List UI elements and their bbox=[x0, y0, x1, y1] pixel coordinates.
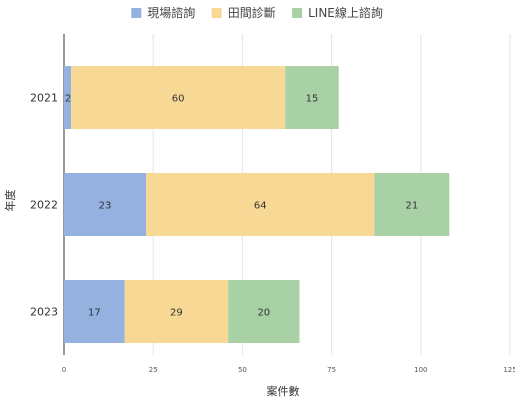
bar-2023-series-1 bbox=[124, 280, 229, 343]
x-tick-label: 25 bbox=[149, 366, 158, 374]
y-category-label: 2021 bbox=[30, 92, 58, 105]
legend-label: 田間診斷 bbox=[228, 5, 276, 20]
legend-swatch bbox=[211, 8, 222, 18]
legend-swatch bbox=[131, 8, 142, 18]
x-tick-label: 100 bbox=[414, 366, 427, 374]
y-category-label: 2022 bbox=[30, 199, 58, 212]
data-label: 2 bbox=[65, 94, 71, 105]
data-label: 29 bbox=[170, 308, 183, 319]
x-tick-labels: 0 25 50 75 100 125 bbox=[62, 366, 515, 374]
x-axis-title: 案件數 bbox=[267, 384, 300, 398]
bar-2021-series-2 bbox=[285, 66, 339, 129]
data-label: 17 bbox=[88, 308, 101, 319]
x-tick-label: 125 bbox=[503, 366, 515, 374]
y-category-labels: 2021 2022 2023 bbox=[30, 92, 58, 319]
legend-label: LINE線上諮詢 bbox=[308, 5, 383, 20]
x-tick-label: 75 bbox=[327, 366, 336, 374]
data-label: 60 bbox=[172, 94, 185, 105]
legend: 現場諮詢 田間診斷 LINE線上諮詢 bbox=[131, 5, 383, 20]
data-label: 64 bbox=[254, 201, 267, 212]
x-tick-label: 50 bbox=[238, 366, 247, 374]
data-label: 23 bbox=[99, 201, 112, 212]
bar-2021-series-0 bbox=[64, 66, 72, 129]
data-label: 20 bbox=[257, 308, 270, 319]
bar-2022-series-2 bbox=[374, 173, 450, 236]
bar-2021-series-1 bbox=[71, 66, 286, 129]
y-axis-title: 年度 bbox=[3, 190, 17, 212]
bars: 2 60 15 23 64 21 17 29 20 bbox=[64, 66, 450, 343]
bar-2023-series-2 bbox=[228, 280, 300, 343]
legend-label: 現場諮詢 bbox=[147, 5, 195, 20]
bar-2022-series-1 bbox=[146, 173, 375, 236]
bar-2022-series-0 bbox=[64, 173, 147, 236]
legend-swatch bbox=[292, 8, 303, 18]
data-label: 21 bbox=[406, 201, 419, 212]
bar-2023-series-0 bbox=[64, 280, 125, 343]
x-tick-label: 0 bbox=[62, 366, 66, 374]
y-category-label: 2023 bbox=[30, 306, 58, 319]
data-label: 15 bbox=[306, 94, 319, 105]
